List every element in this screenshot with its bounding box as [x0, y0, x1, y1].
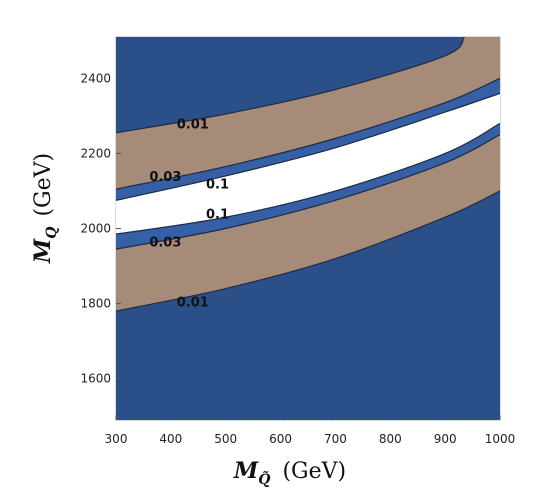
band-0.1-region [116, 93, 500, 235]
x-tick-label: 300 [105, 432, 128, 446]
contour-line-lower-0.1 [116, 122, 500, 235]
x-axis-ticks: 300 400 500 600 700 800 900 1000 [105, 415, 516, 446]
y-axis-title: MQ (GeV) [30, 153, 60, 264]
x-axis-title-subscript: Q̃ [258, 470, 270, 488]
contour-label-0.01: 0.01 [177, 117, 209, 132]
contour-labels: 0.01 0.03 0.1 0.1 0.03 0.01 [149, 117, 229, 310]
contour-line-lower-0.03 [116, 134, 500, 250]
contour-label-0.01: 0.01 [177, 296, 209, 311]
contour-line-upper-0.01 [116, 37, 465, 134]
contour-label-0.1: 0.1 [206, 207, 229, 222]
y-axis-ticks: 1600 1800 2000 2200 2400 [80, 71, 121, 386]
y-tick-label: 2000 [80, 222, 111, 236]
contour-label-0.03: 0.03 [149, 236, 181, 251]
x-tick-label: 400 [159, 432, 182, 446]
x-axis-title: MQ̃ (GeV) [233, 458, 346, 488]
y-axis-title-unit: (GeV) [31, 153, 56, 217]
contour-regions [116, 37, 500, 420]
y-tick-label: 2400 [80, 71, 111, 85]
contour-line-upper-0.03 [116, 77, 500, 190]
y-tick-label: 1600 [80, 372, 111, 386]
x-tick-label: 800 [379, 432, 402, 446]
y-tick-label: 2200 [80, 146, 111, 160]
y-tick-label: 1800 [80, 297, 111, 311]
y-axis-title-symbol: M [30, 238, 56, 264]
contour-label-0.1: 0.1 [206, 177, 229, 192]
x-axis-title-unit: (GeV) [282, 459, 346, 484]
contour-line-upper-0.1 [116, 92, 500, 201]
x-tick-label: 700 [324, 432, 347, 446]
x-tick-label: 1000 [485, 432, 516, 446]
x-tick-label: 500 [214, 432, 237, 446]
x-tick-label: 900 [434, 432, 457, 446]
x-axis-title-symbol: M [233, 458, 259, 484]
contour-lines [116, 37, 500, 312]
x-tick-label: 600 [269, 432, 292, 446]
contour-line-lower-0.01 [116, 190, 500, 312]
y-axis-title-subscript: Q [44, 227, 60, 239]
contour-label-0.03: 0.03 [149, 170, 181, 185]
